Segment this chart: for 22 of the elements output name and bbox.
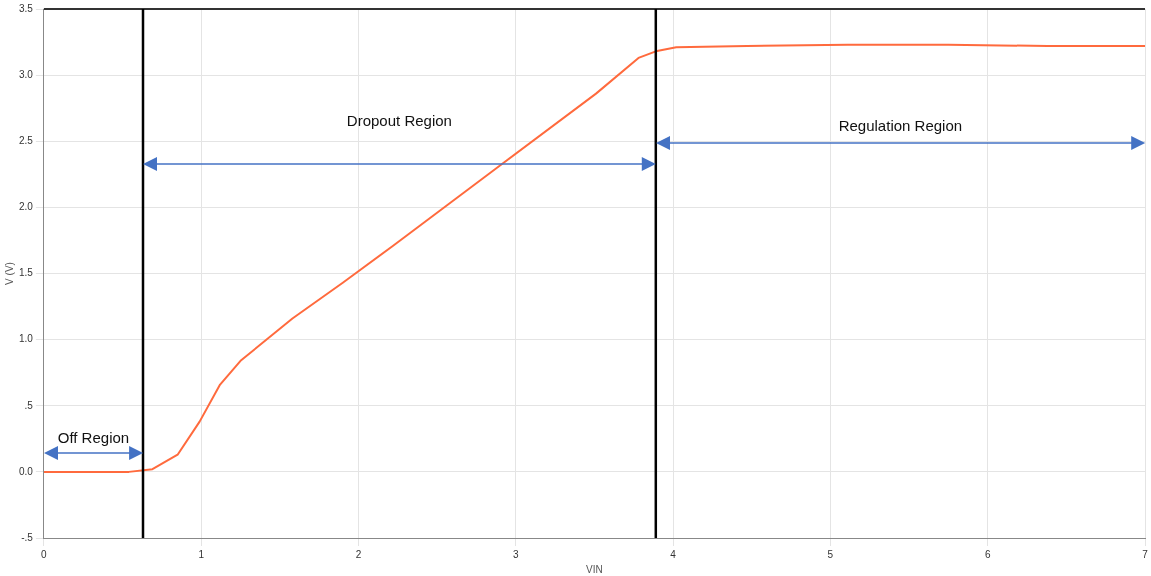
x-tick-label: 6 xyxy=(984,548,991,560)
y-tick-label: 1.5 xyxy=(19,267,34,279)
x-tick-label: 2 xyxy=(355,548,362,560)
x-tick-label: 0 xyxy=(41,548,48,560)
y-tick-label: 3.5 xyxy=(19,2,34,14)
y-tick-label: 2.0 xyxy=(19,201,34,213)
y-tick-label: 3.0 xyxy=(19,68,34,80)
y-axis-title: V (V) xyxy=(3,262,15,285)
x-tick-label: 5 xyxy=(827,548,834,560)
y-tick-label: -.5 xyxy=(21,531,34,543)
annotation: Off Region xyxy=(57,429,130,447)
y-tick-label: .5 xyxy=(24,399,34,411)
x-axis-title: VIN xyxy=(586,563,603,575)
x-tick-label: 4 xyxy=(670,548,677,560)
annotation: Dropout Region xyxy=(346,111,452,129)
x-tick-label: 3 xyxy=(513,548,520,560)
x-tick-label: 1 xyxy=(198,548,205,560)
y-tick-label: 0.0 xyxy=(19,465,34,477)
annotation: Regulation Region xyxy=(838,116,963,134)
y-tick-label: 2.5 xyxy=(19,135,34,146)
y-tick-label: 1.0 xyxy=(19,333,34,345)
x-tick-label: 7 xyxy=(1142,548,1149,560)
